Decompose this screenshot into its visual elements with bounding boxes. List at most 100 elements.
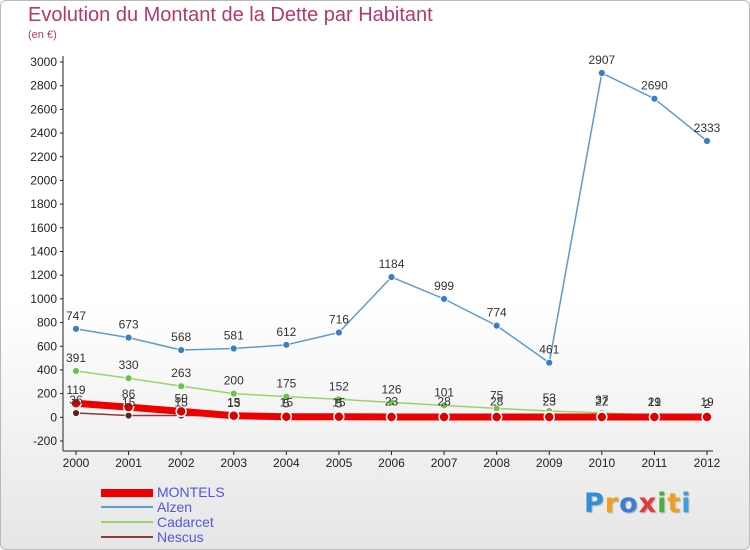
data-label-cadarcet: 126	[381, 382, 401, 396]
data-point-montels	[701, 411, 713, 423]
y-tick-label: 1200	[30, 268, 57, 282]
x-tick-label: 2001	[115, 456, 142, 470]
x-tick-label: 2003	[220, 456, 247, 470]
data-point-alzen	[440, 295, 448, 303]
data-point-alzen	[282, 340, 291, 349]
data-label-montels: 5	[336, 397, 343, 411]
data-label-montels: 119	[66, 383, 85, 397]
data-label-alzen: 2690	[641, 79, 668, 93]
data-point-alzen	[335, 328, 343, 337]
data-label-cadarcet: 19	[700, 395, 714, 409]
legend-item-nescus: Nescus	[101, 530, 301, 545]
data-point-cadarcet	[72, 367, 80, 375]
data-point-alzen	[124, 333, 133, 342]
data-point-cadarcet	[177, 382, 186, 391]
data-label-nescus: 28	[490, 395, 504, 409]
data-label-montels: 50	[174, 391, 188, 405]
data-label-cadarcet: 75	[490, 388, 504, 402]
data-label-cadarcet: 53	[543, 391, 557, 405]
data-label-alzen: 774	[487, 306, 507, 320]
data-point-montels	[175, 405, 187, 418]
data-label-alzen: 581	[224, 329, 244, 343]
y-tick-label: 2400	[30, 126, 57, 140]
legend-swatch-nescus	[101, 536, 153, 538]
data-label-cadarcet: 19	[648, 395, 662, 409]
legend-label-alzen: Alzen	[157, 499, 193, 515]
data-point-alzen	[229, 344, 238, 353]
data-point-cadarcet	[124, 374, 133, 383]
data-label-montels: 13	[227, 396, 241, 410]
data-point-montels	[596, 411, 608, 423]
legend-label-cadarcet: Cadarcet	[157, 514, 214, 530]
data-label-alzen: 612	[276, 325, 296, 339]
y-tick-label: 2200	[30, 150, 57, 164]
data-point-cadarcet	[440, 401, 448, 410]
data-point-alzen	[545, 358, 554, 367]
data-label-nescus: 15	[174, 396, 188, 410]
data-point-alzen	[177, 346, 186, 354]
data-point-montels	[70, 397, 82, 409]
y-tick-label: 200	[37, 387, 57, 401]
y-tick-label: 2600	[30, 102, 57, 116]
data-label-nescus: 21	[648, 395, 662, 409]
legend-swatch-cadarcet	[101, 521, 153, 523]
data-point-alzen	[492, 321, 501, 330]
legend-item-montels: MONTELS	[101, 485, 301, 500]
y-tick-label: 1000	[30, 292, 57, 306]
x-tick-label: 2006	[378, 456, 405, 470]
data-label-nescus: 15	[122, 396, 136, 410]
data-label-alzen: 2907	[588, 53, 615, 67]
x-tick-label: 2009	[536, 456, 563, 470]
y-tick-label: 400	[37, 363, 57, 377]
y-tick-label: -200	[33, 434, 57, 448]
x-tick-label: 2000	[63, 456, 90, 470]
data-label-nescus: 23	[543, 395, 557, 409]
x-tick-label: 2010	[588, 456, 615, 470]
x-tick-label: 2002	[168, 456, 195, 470]
data-point-cadarcet	[335, 395, 343, 404]
data-label-cadarcet: 200	[224, 374, 244, 388]
data-label-nescus: 28	[437, 395, 451, 409]
y-tick-label: 2800	[30, 79, 57, 93]
legend-label-montels: MONTELS	[157, 484, 225, 500]
data-point-alzen	[72, 324, 80, 333]
data-label-montels: 86	[122, 387, 136, 401]
data-label-nescus: 22	[595, 395, 609, 409]
legend-swatch-montels	[101, 489, 153, 497]
data-point-montels	[490, 411, 503, 423]
data-label-cadarcet: 330	[119, 358, 139, 372]
data-point-alzen	[387, 273, 396, 281]
data-label-alzen: 568	[171, 330, 191, 344]
logo-letter: x	[638, 488, 658, 519]
logo-letter: i	[681, 488, 692, 519]
y-tick-label: 1600	[30, 221, 57, 235]
data-label-alzen: 747	[66, 309, 86, 323]
data-label-alzen: 2333	[694, 121, 721, 135]
legend-item-alzen: Alzen	[101, 500, 301, 515]
y-tick-label: 1400	[30, 245, 57, 259]
data-label-cadarcet: 152	[329, 379, 349, 393]
x-tick-label: 2007	[431, 456, 458, 470]
y-tick-label: 1800	[30, 197, 57, 211]
data-point-montels	[228, 410, 240, 422]
data-point-alzen	[650, 94, 659, 103]
data-label-cadarcet: 263	[171, 366, 191, 380]
data-label-nescus: 36	[69, 393, 83, 407]
y-tick-label: 2000	[30, 173, 57, 187]
legend-swatch-alzen	[101, 506, 153, 508]
data-label-nescus: 2	[704, 397, 711, 411]
data-label-nescus: 23	[385, 395, 399, 409]
data-point-cadarcet	[229, 389, 238, 398]
data-label-cadarcet: 175	[276, 377, 296, 391]
chart-subtitle: (en €)	[28, 29, 57, 41]
legend-label-nescus: Nescus	[157, 529, 204, 545]
data-label-alzen: 673	[119, 318, 139, 332]
data-point-montels	[333, 410, 345, 423]
data-point-alzen	[597, 69, 606, 77]
logo-letter: o	[619, 488, 639, 519]
x-tick-label: 2005	[326, 456, 353, 470]
x-tick-label: 2012	[694, 456, 721, 470]
legend: MONTELS Alzen Cadarcet Nescus	[101, 485, 301, 545]
data-label-nescus: 15	[227, 396, 241, 410]
